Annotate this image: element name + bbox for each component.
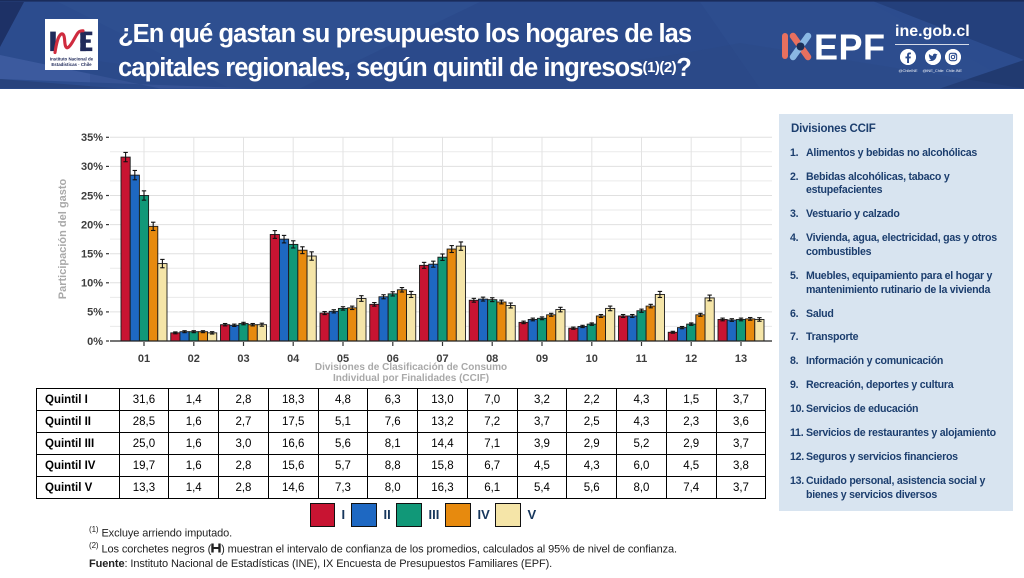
svg-text:Instituto Nacional de: Instituto Nacional de	[50, 57, 94, 62]
svg-text:10: 10	[586, 353, 598, 365]
svg-text:Participación del gasto: Participación del gasto	[57, 179, 69, 300]
svg-text:11: 11	[636, 353, 648, 365]
svg-text:02: 02	[188, 353, 200, 365]
svg-text:03: 03	[237, 353, 249, 365]
svg-text:01: 01	[138, 353, 150, 365]
svg-text:12: 12	[685, 353, 697, 365]
svg-text:5%: 5%	[87, 307, 103, 319]
svg-text:08: 08	[486, 353, 498, 365]
svg-text:04: 04	[287, 353, 300, 365]
svg-text:Estadísticas · Chile: Estadísticas · Chile	[51, 62, 92, 67]
svg-text:13: 13	[735, 353, 747, 365]
svg-text:25%: 25%	[81, 190, 103, 202]
svg-text:06: 06	[387, 353, 399, 365]
svg-text:30%: 30%	[81, 161, 103, 173]
svg-text:Individual por Finalidades (CC: Individual por Finalidades (CCIF)	[333, 373, 489, 384]
svg-text:35%: 35%	[81, 132, 103, 144]
svg-text:07: 07	[436, 353, 448, 365]
svg-text:15%: 15%	[81, 249, 103, 261]
svg-text:10%: 10%	[81, 278, 103, 290]
svg-text:05: 05	[337, 353, 349, 365]
svg-text:20%: 20%	[81, 219, 103, 231]
svg-text:09: 09	[536, 353, 548, 365]
svg-text:0%: 0%	[87, 336, 103, 348]
svg-text:EPF: EPF	[814, 27, 886, 68]
svg-text:Divisiones de Clasificación de: Divisiones de Clasificación de Consumo	[315, 362, 507, 373]
